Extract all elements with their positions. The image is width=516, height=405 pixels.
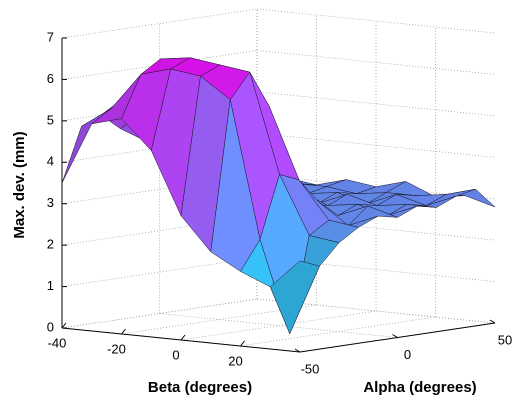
tick-mark [489, 319, 496, 324]
tick-mark [392, 334, 398, 338]
tick-mark [121, 328, 126, 335]
z-tick-label: 2 [47, 237, 54, 252]
grid-line [240, 316, 436, 347]
z-tick-label: 6 [47, 71, 54, 86]
grid-line [256, 132, 496, 158]
z-tick-label: 7 [47, 29, 54, 44]
z-axis-label: Max. dev. (mm) [11, 131, 28, 238]
x-tick-label: 20 [228, 353, 242, 368]
tick-mark [61, 322, 67, 329]
y-tick-label: 0 [404, 347, 411, 362]
surface-patch [270, 260, 320, 334]
grid-line [256, 50, 496, 75]
x-tick-label: -40 [48, 335, 67, 350]
x-axis-label: Beta (degrees) [148, 379, 252, 396]
grid-line [159, 313, 398, 338]
grid-line [256, 91, 496, 117]
x-tick-label: -20 [107, 341, 126, 356]
z-tick-label: 5 [47, 112, 54, 127]
z-tick-label: 3 [47, 195, 54, 210]
y-axis-label: Alpha (degrees) [363, 379, 476, 396]
tick-mark [180, 334, 186, 341]
z-tick-label: 0 [47, 319, 54, 334]
grid-line [256, 8, 496, 34]
x-tick-label: 0 [172, 347, 179, 362]
tick-mark [240, 340, 245, 347]
grid-line [180, 310, 377, 341]
y-tick-label: 50 [498, 332, 512, 347]
z-tick-label: 1 [47, 278, 54, 293]
tick-mark [294, 348, 301, 353]
z-tick-label: 4 [47, 154, 54, 169]
y-tick-label: -50 [301, 361, 320, 376]
